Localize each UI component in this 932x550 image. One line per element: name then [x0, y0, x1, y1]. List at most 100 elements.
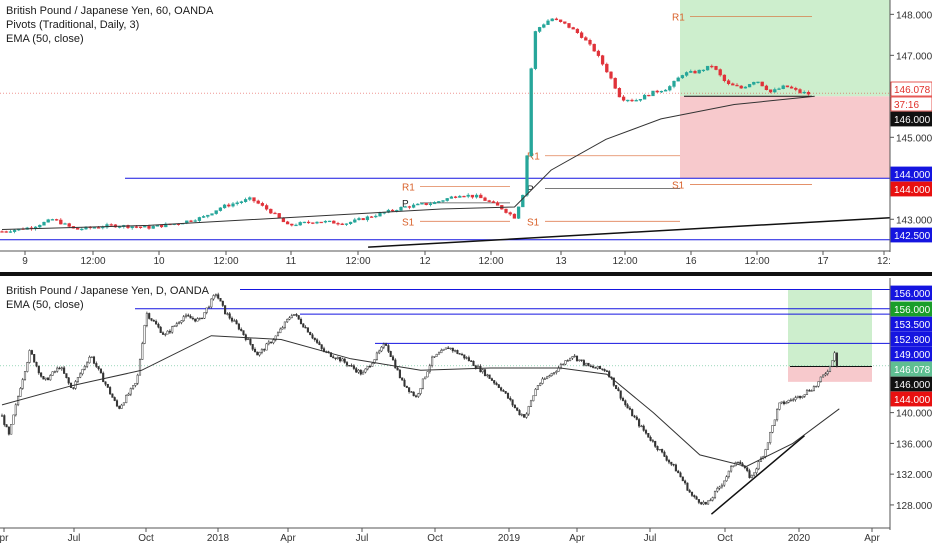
candle-body	[214, 210, 218, 214]
time-tick-label: 16	[685, 256, 697, 267]
candle-body	[403, 379, 406, 387]
candle-body	[178, 322, 181, 324]
candle-body	[76, 377, 79, 382]
candle-body	[375, 352, 378, 360]
candle-body	[640, 425, 643, 428]
candle-body	[329, 352, 332, 357]
candle-body	[151, 226, 155, 229]
candle-body	[541, 378, 544, 384]
candle-body	[187, 314, 190, 317]
time-tick-label: 12:00	[345, 256, 370, 267]
candle-body	[67, 377, 70, 384]
candle-body	[628, 407, 631, 410]
candle-body	[603, 369, 606, 372]
candle-body	[596, 365, 599, 369]
candle-body	[316, 339, 319, 343]
candle-body	[173, 325, 176, 327]
candle-body	[555, 371, 558, 373]
candle-body	[336, 223, 340, 225]
candle-body	[481, 369, 484, 373]
candle-body	[582, 360, 585, 366]
candle-body	[601, 368, 604, 370]
candle-body	[138, 226, 143, 228]
candle-body	[808, 390, 811, 392]
candle-body	[732, 465, 735, 467]
candle-body	[12, 414, 15, 425]
candle-body	[661, 449, 664, 453]
candle-body	[542, 24, 546, 28]
candle-body	[295, 314, 298, 316]
candle-body	[635, 416, 638, 420]
candle-body	[554, 18, 559, 21]
candle-body	[579, 32, 584, 38]
candle-body	[408, 387, 411, 392]
top-indicator-ema[interactable]: EMA (50, close)	[6, 33, 84, 45]
candle-body	[509, 397, 512, 400]
price-tag	[890, 316, 932, 332]
candle-body	[426, 371, 429, 378]
candle-body	[508, 212, 512, 215]
candle-body	[345, 362, 349, 366]
candle-body	[619, 390, 622, 399]
candle-body	[697, 69, 701, 74]
price-tag-label: 149.000	[894, 350, 931, 361]
candle-body	[380, 346, 383, 352]
candle-body	[60, 367, 63, 370]
candle-body	[260, 203, 265, 206]
price-tick-label: 145.000	[896, 133, 932, 144]
candle-body	[642, 94, 647, 100]
candle-body	[191, 317, 194, 320]
candle-body	[399, 207, 403, 211]
candle-body	[769, 432, 772, 443]
price-tag-label: 144.000	[894, 170, 931, 181]
candle-body	[218, 207, 223, 211]
candle-body	[343, 358, 346, 363]
candle-body	[407, 206, 412, 208]
candle-body	[143, 325, 146, 344]
candle-body	[19, 388, 22, 397]
candle-body	[33, 354, 36, 363]
candle-body	[785, 85, 790, 88]
candle-body	[739, 85, 743, 89]
candle-body	[344, 223, 349, 225]
top-indicator-pivots[interactable]: Pivots (Traditional, Daily, 3)	[6, 19, 140, 31]
bottom-indicator-ema[interactable]: EMA (50, close)	[6, 299, 84, 311]
candle-body	[743, 86, 748, 89]
candle-body	[323, 220, 328, 223]
candle-body	[206, 214, 210, 217]
candle-body	[608, 371, 611, 378]
candle-body	[444, 347, 447, 350]
candle-body	[684, 72, 689, 76]
candle-body	[12, 229, 17, 232]
candle-body	[445, 198, 449, 201]
candle-body	[389, 351, 392, 357]
time-tick-label: Jul	[644, 533, 657, 544]
candle-body	[766, 442, 769, 450]
candle-body	[701, 69, 706, 72]
time-tick-label: Apr	[569, 533, 585, 544]
price-tag-label: 152.800	[894, 335, 931, 346]
time-tick-label: 2020	[788, 533, 811, 544]
candle-body	[592, 43, 596, 52]
candle-body	[53, 371, 56, 373]
candle-body	[835, 352, 838, 367]
candle-body	[166, 330, 169, 335]
candle-body	[369, 216, 374, 218]
candle-body	[644, 430, 648, 434]
pivot-label-s1: S1	[672, 180, 685, 191]
time-tick-label: 12:00	[744, 256, 769, 267]
candle-body	[385, 343, 388, 346]
candle-body	[414, 395, 418, 397]
candle-body	[460, 353, 464, 356]
candle-body	[817, 381, 820, 387]
candle-body	[432, 202, 437, 205]
candle-body	[298, 222, 302, 226]
candle-body	[365, 216, 370, 221]
candle-body	[348, 221, 353, 224]
candle-body	[490, 378, 493, 381]
candle-body	[226, 313, 229, 315]
candle-body	[143, 225, 147, 228]
candle-body	[663, 89, 668, 92]
candle-body	[449, 347, 452, 350]
